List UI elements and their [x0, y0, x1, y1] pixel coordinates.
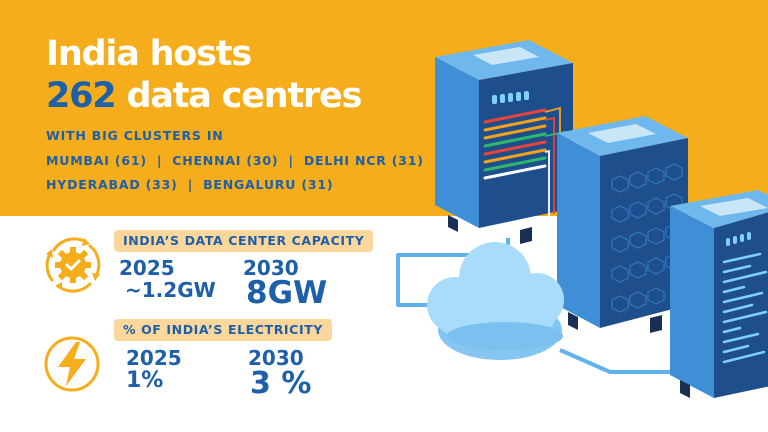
clusters-row-1: MUMBAI (61) | CHENNAI (30) | DELHI NCR (31) — [46, 153, 424, 168]
electricity-value-2030: 3 % — [250, 366, 312, 401]
cluster-chennai: CHENNAI (30) — [172, 153, 279, 168]
cluster-separator: | — [288, 153, 294, 168]
cluster-delhi-ncr: DELHI NCR (31) — [303, 153, 424, 168]
server-rack-left — [435, 40, 573, 244]
headline-line-2: 262 data centres — [46, 76, 362, 116]
data-centre-count: 262 — [46, 76, 117, 116]
clusters-row-2: HYDERABAD (33) | BENGALURU (31) — [46, 177, 333, 192]
server-rack-middle — [557, 116, 688, 333]
cluster-mumbai: MUMBAI (61) — [46, 153, 147, 168]
cluster-separator: | — [156, 153, 163, 168]
electricity-year-2025: 2025 — [126, 346, 182, 370]
cluster-bengaluru: BENGALURU (31) — [203, 177, 334, 192]
clusters-intro: WITH BIG CLUSTERS IN — [46, 128, 224, 143]
server-rack-right — [670, 190, 768, 398]
cluster-hyderabad: HYDERABAD (33) — [46, 177, 178, 192]
capacity-value-2025: ~1.2GW — [125, 278, 216, 302]
headline-line-2-rest: data centres — [115, 76, 362, 116]
server-left-stripes — [483, 108, 547, 180]
electricity-label-pill: % OF INDIA’S ELECTRICITY — [114, 319, 332, 341]
electricity-year-2030: 2030 — [248, 346, 304, 370]
server-right-leds — [726, 232, 751, 246]
capacity-value-2030: 8GW — [246, 275, 328, 311]
headline-line-1: India hosts — [46, 34, 252, 74]
electricity-value-2025: 1% — [126, 368, 164, 393]
server-right-code-lines — [722, 252, 768, 364]
server-left-leds — [492, 91, 529, 104]
capacity-year-2025: 2025 — [119, 256, 175, 280]
capacity-year-2030: 2030 — [243, 256, 299, 280]
cluster-separator: | — [187, 177, 194, 192]
cloud-shape — [427, 242, 564, 360]
server-middle-hex-grille — [611, 163, 683, 313]
capacity-label-pill: INDIA’S DATA CENTER CAPACITY — [114, 230, 374, 252]
lightning-bolt-icon — [44, 336, 100, 392]
gear-check-icon — [45, 237, 101, 293]
